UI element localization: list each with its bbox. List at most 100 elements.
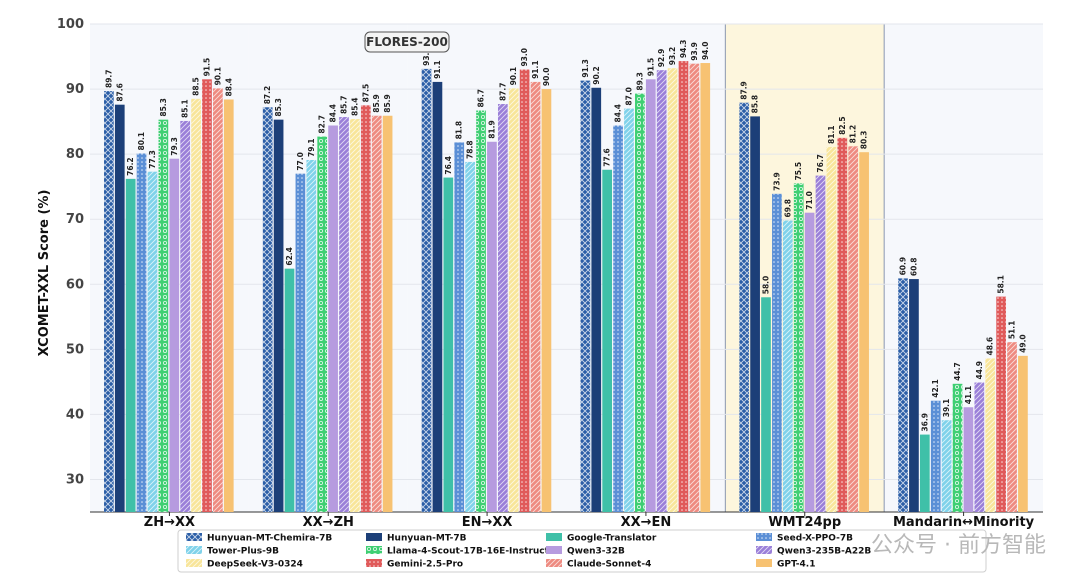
bar-pattern	[147, 171, 158, 512]
bar-pattern	[826, 146, 837, 512]
legend-label: DeepSeek-V3-0324	[207, 560, 303, 570]
bar-value-label: 85.4	[350, 97, 359, 116]
bar-value-label: 62.4	[285, 247, 294, 266]
flores-annotation: FLORES-200	[364, 31, 450, 53]
bar	[859, 152, 869, 512]
bar-pattern	[739, 102, 750, 513]
bar-value-label: 79.1	[307, 138, 316, 157]
bar-pattern	[476, 110, 486, 512]
x-tick-label: WMT24pp	[768, 515, 841, 530]
bar-value-label: 93.0	[520, 48, 529, 67]
y-tick-label: 60	[66, 277, 84, 292]
x-axis: ZH→XX XX→ZH EN→XX XX→EN WMT24pp Mandarin↔Mino…	[144, 512, 1035, 530]
legend-swatch-pattern	[366, 546, 382, 554]
bar-value-label: 44.9	[975, 361, 984, 380]
legend-label: Claude-Sonnet-4	[567, 560, 651, 570]
bar-value-label: 91.5	[202, 58, 211, 77]
bar-pattern	[191, 98, 201, 513]
bar-value-label: 85.3	[274, 98, 283, 117]
bar-value-label: 90.0	[542, 68, 551, 87]
bar-pattern	[262, 107, 273, 512]
bar-value-label: 79.3	[170, 137, 179, 156]
legend-swatch	[756, 559, 772, 567]
grid	[90, 23, 1043, 480]
bar-value-label: 80.3	[860, 131, 869, 150]
bar-value-label: 85.9	[372, 94, 381, 113]
bar-pattern	[772, 193, 782, 512]
bar-value-label: 87.7	[498, 83, 507, 102]
bar-value-label: 87.5	[361, 84, 370, 103]
legend-label: Seed-X-PPO-7B	[777, 534, 853, 544]
bar-pattern	[317, 136, 328, 512]
bar-pattern	[202, 79, 212, 512]
bar-value-label: 84.4	[614, 104, 623, 123]
legend-swatch-pattern	[186, 533, 202, 541]
legend-item: Claude-Sonnet-4	[546, 559, 651, 570]
y-axis-label: XCOMET-XXL Score (%)	[37, 190, 52, 357]
bar-pattern	[635, 93, 645, 512]
bar-pattern	[898, 278, 908, 512]
bar-pattern	[996, 296, 1006, 512]
bar-pattern	[930, 400, 941, 512]
bar-pattern	[295, 173, 306, 513]
x-tick-label: XX→EN	[621, 515, 672, 530]
x-tick-label: Mandarin↔Minority	[893, 515, 1035, 530]
bar-value-label: 92.9	[657, 49, 666, 68]
bar-pattern	[624, 108, 634, 512]
bar-pattern	[580, 80, 591, 512]
bar-pattern	[974, 382, 985, 512]
bar-pattern	[136, 153, 147, 512]
bar-value-label: 93.9	[690, 42, 699, 61]
y-tick-label: 50	[66, 342, 84, 357]
bar-value-label: 82.7	[318, 115, 327, 134]
legend-label: Qwen3-235B-A22B	[777, 547, 871, 557]
x-tick-label: EN→XX	[462, 515, 513, 530]
bar-value-label: 36.9	[920, 413, 929, 432]
legend-swatch	[366, 533, 382, 541]
bar-value-label: 85.1	[181, 99, 190, 118]
legend-label: Llama-4-Scout-17B-16E-Instruct	[387, 547, 550, 557]
bar-pattern	[508, 88, 519, 512]
y-axis: 30 40 50 60 70 80 90 100	[57, 17, 1043, 513]
legend-label: GPT-4.1	[777, 560, 815, 570]
bar-value-label: 51.1	[1008, 321, 1017, 340]
bar	[114, 104, 125, 512]
bar-pattern	[306, 159, 317, 513]
bar-pattern	[613, 125, 623, 512]
bar-value-label: 93.2	[668, 47, 677, 66]
bar	[284, 268, 295, 512]
bar	[443, 177, 454, 513]
y-tick-label: 100	[57, 17, 84, 32]
bar-pattern	[689, 63, 700, 512]
bar-value-label: 60.8	[909, 258, 918, 277]
bar-value-label: 73.9	[772, 172, 781, 191]
bar-pattern	[656, 70, 667, 513]
legend-swatch	[546, 533, 562, 541]
legend-item: Gemini-2.5-Pro	[366, 559, 463, 570]
bar	[700, 63, 711, 512]
bar-value-label: 85.8	[751, 95, 760, 114]
bar-value-label: 49.0	[1018, 334, 1027, 353]
bar-value-label: 75.5	[794, 162, 803, 181]
bars	[104, 61, 1028, 513]
bar-value-label: 76.4	[444, 156, 453, 175]
bar-value-label: 44.7	[953, 362, 962, 381]
bar-value-label: 87.9	[740, 81, 749, 100]
bar	[169, 158, 180, 513]
x-tick-label: ZH→XX	[144, 515, 195, 530]
bar-pattern	[952, 383, 963, 512]
legend-item: Qwen3-235B-A22B	[756, 546, 871, 557]
legend-label: Google-Translator	[567, 534, 657, 544]
bar-value-label: 81.2	[849, 125, 858, 144]
bar-value-label: 60.9	[899, 257, 908, 276]
bar-pattern	[104, 91, 114, 512]
bar-pattern	[941, 420, 952, 512]
legend-item: Seed-X-PPO-7B	[756, 533, 853, 544]
bar-value-label: 39.1	[942, 399, 951, 418]
legend-swatch	[546, 546, 562, 554]
bar	[761, 297, 771, 512]
bar	[909, 279, 919, 512]
legend-swatch-pattern	[186, 559, 202, 567]
bar-pattern	[519, 69, 530, 513]
